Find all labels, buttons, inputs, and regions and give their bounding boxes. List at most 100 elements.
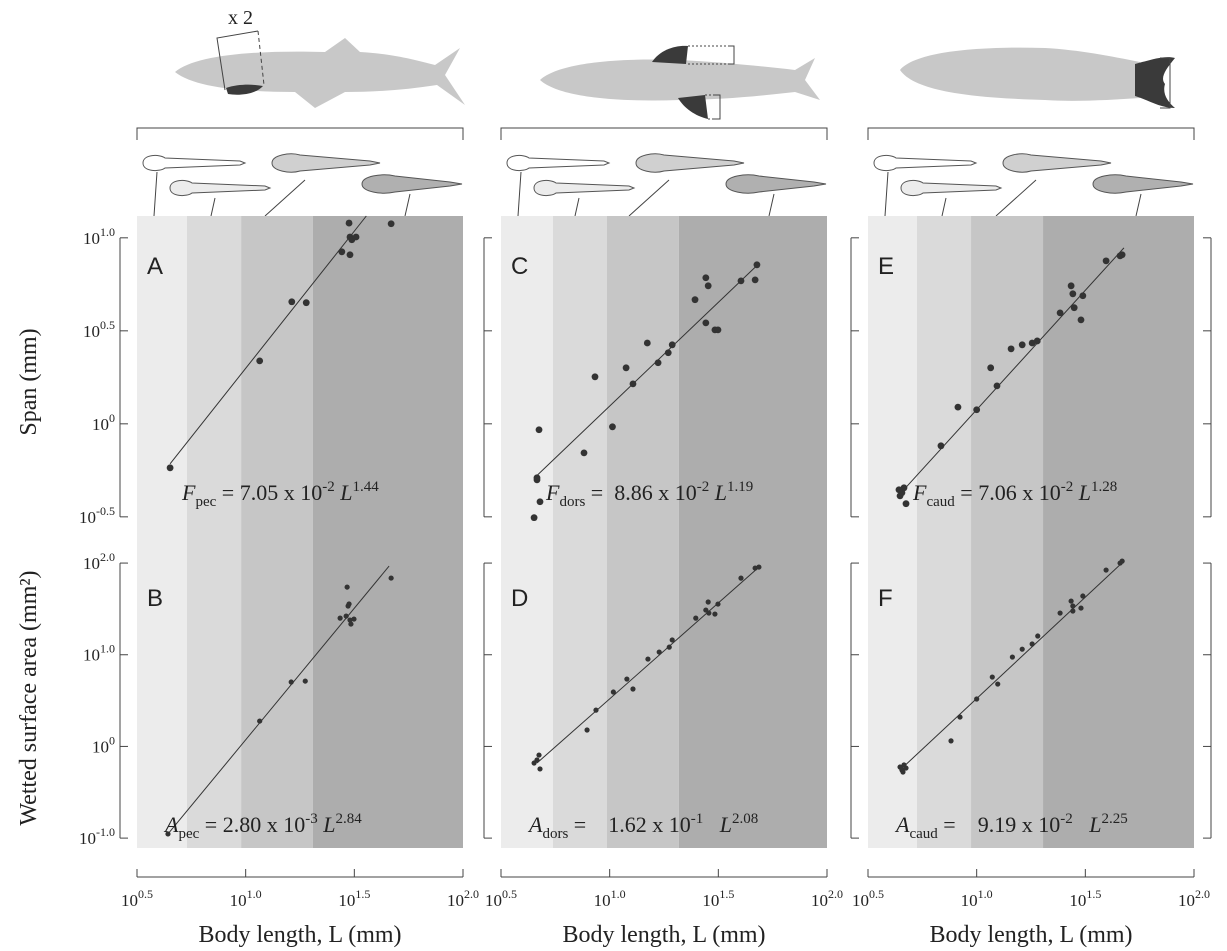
data-point <box>702 274 709 281</box>
eq-symbol: F <box>545 480 560 505</box>
data-point <box>655 359 662 366</box>
tick-base: 10 <box>485 891 502 910</box>
tick-exponent: 0.5 <box>138 887 153 901</box>
data-point <box>389 575 394 580</box>
eq-power: -2 <box>1061 479 1074 495</box>
x-tick-label: 101.5 <box>702 887 734 910</box>
stage-band <box>241 548 313 848</box>
larva <box>1093 175 1193 193</box>
data-point <box>289 679 294 684</box>
figure: x 2 <box>0 0 1227 951</box>
data-point <box>592 373 599 380</box>
data-point <box>167 464 174 471</box>
eq-power: -2 <box>1060 811 1073 827</box>
tick-exponent: 0 <box>109 733 115 747</box>
stage-bracket <box>501 128 827 140</box>
panel-label: E <box>878 253 894 280</box>
x-axis-title: Body length, L (mm) <box>562 922 765 948</box>
data-point <box>715 326 722 333</box>
scale-label: x 2 <box>228 7 253 29</box>
data-point <box>257 718 262 723</box>
data-point <box>738 277 745 284</box>
tick-exponent: 1.0 <box>978 887 993 901</box>
tick-base: 10 <box>121 891 138 910</box>
data-point <box>1069 290 1076 297</box>
panel-label: A <box>147 253 163 280</box>
data-point <box>1120 559 1125 564</box>
data-point <box>537 498 544 505</box>
data-point <box>645 656 650 661</box>
data-point <box>987 364 994 371</box>
tick-base: 10 <box>83 229 100 248</box>
data-point <box>957 714 962 719</box>
y-tick-label: 101.0 <box>83 225 115 248</box>
tick-base: 10 <box>594 891 611 910</box>
eq-subscript: pec <box>178 826 199 842</box>
anal-fin <box>678 95 708 119</box>
eq-text: = 1.62 x 10 <box>568 812 690 837</box>
larva <box>726 175 826 193</box>
larva <box>874 155 976 170</box>
eq-exponent: 2.84 <box>335 811 362 827</box>
data-point <box>1020 647 1025 652</box>
data-point <box>1057 610 1062 615</box>
data-point <box>1078 605 1083 610</box>
tick-base: 10 <box>338 891 355 910</box>
stage-bracket <box>137 128 463 140</box>
tick-exponent: 0.5 <box>869 887 884 901</box>
x-tick-label: 102.0 <box>447 887 479 910</box>
y-tick-label: 100 <box>92 733 115 756</box>
tick-exponent: 1.5 <box>719 887 734 901</box>
data-point <box>1103 257 1110 264</box>
eq-symbol: A <box>894 812 910 837</box>
data-point <box>706 610 711 615</box>
data-point <box>344 613 349 618</box>
data-point <box>702 319 709 326</box>
data-point <box>1070 608 1075 613</box>
tick-exponent: -0.5 <box>96 504 115 518</box>
data-point <box>338 616 343 621</box>
eq-power: -2 <box>697 479 710 495</box>
eq-symbol: A <box>527 812 543 837</box>
data-point <box>938 442 945 449</box>
eq-subscript: caud <box>926 494 955 510</box>
larva <box>507 155 609 170</box>
data-point <box>536 752 541 757</box>
eq-variable: L <box>709 480 727 505</box>
tick-base: 10 <box>92 415 109 434</box>
data-point <box>1034 338 1041 345</box>
tick-base: 10 <box>83 322 100 341</box>
data-point <box>1071 304 1078 311</box>
eq-text: = 7.06 x 10 <box>955 480 1061 505</box>
data-point <box>1078 316 1085 323</box>
tick-exponent: 1.0 <box>100 642 115 656</box>
data-point <box>712 611 717 616</box>
data-point <box>584 727 589 732</box>
tick-base: 10 <box>83 646 100 665</box>
tick-base: 10 <box>811 891 828 910</box>
stage-band <box>553 548 607 848</box>
data-point <box>990 674 995 679</box>
data-point <box>351 616 356 621</box>
x-tick-label: 100.5 <box>121 887 153 910</box>
stage-band <box>679 548 827 848</box>
data-point <box>630 686 635 691</box>
data-point <box>644 340 651 347</box>
eq-variable: L <box>1073 480 1091 505</box>
data-point <box>752 276 759 283</box>
data-point <box>256 357 263 364</box>
stage-band <box>187 548 241 848</box>
data-point <box>346 601 351 606</box>
data-point <box>346 220 353 227</box>
data-point <box>667 645 672 650</box>
tick-base: 10 <box>79 829 96 848</box>
data-point <box>1080 593 1085 598</box>
x-tick-label: 100.5 <box>852 887 884 910</box>
eq-exponent: 1.44 <box>352 479 379 495</box>
data-point <box>1057 309 1064 316</box>
data-point <box>955 404 962 411</box>
stage-band <box>679 216 827 548</box>
data-point <box>303 299 310 306</box>
data-point <box>338 248 345 255</box>
data-point <box>948 738 953 743</box>
